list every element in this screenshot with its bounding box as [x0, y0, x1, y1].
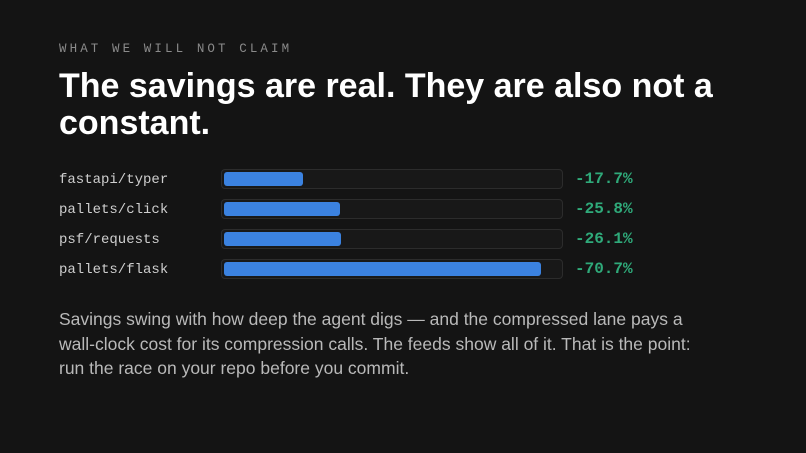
bar-value-label: -17.7%	[575, 170, 633, 188]
bar-category-label: pallets/flask	[59, 262, 169, 278]
bar-row: psf/requests -26.1%	[59, 229, 699, 259]
bar	[224, 262, 541, 276]
body-paragraph: Savings swing with how deep the agent di…	[59, 309, 691, 378]
eyebrow-label: WHAT WE WILL NOT CLAIM	[59, 42, 293, 56]
bar-value-label: -70.7%	[575, 260, 633, 278]
bar-track	[221, 259, 563, 279]
bar	[224, 232, 341, 246]
page-title: The savings are real. They are also not …	[59, 67, 713, 142]
savings-bar-chart: fastapi/typer -17.7% pallets/click -25.8% ps…	[59, 169, 699, 289]
bar-category-label: fastapi/typer	[59, 172, 169, 188]
bar	[224, 202, 340, 216]
bar-row: fastapi/typer -17.7%	[59, 169, 699, 199]
bar	[224, 172, 304, 186]
bar-track	[221, 229, 563, 249]
bar-track	[221, 199, 563, 219]
bar-category-label: pallets/click	[59, 202, 169, 218]
bar-row: pallets/flask -70.7%	[59, 259, 699, 289]
bar-category-label: psf/requests	[59, 232, 160, 248]
bar-value-label: -25.8%	[575, 200, 633, 218]
bar-value-label: -26.1%	[575, 230, 633, 248]
bar-track	[221, 169, 563, 189]
bar-row: pallets/click -25.8%	[59, 199, 699, 229]
